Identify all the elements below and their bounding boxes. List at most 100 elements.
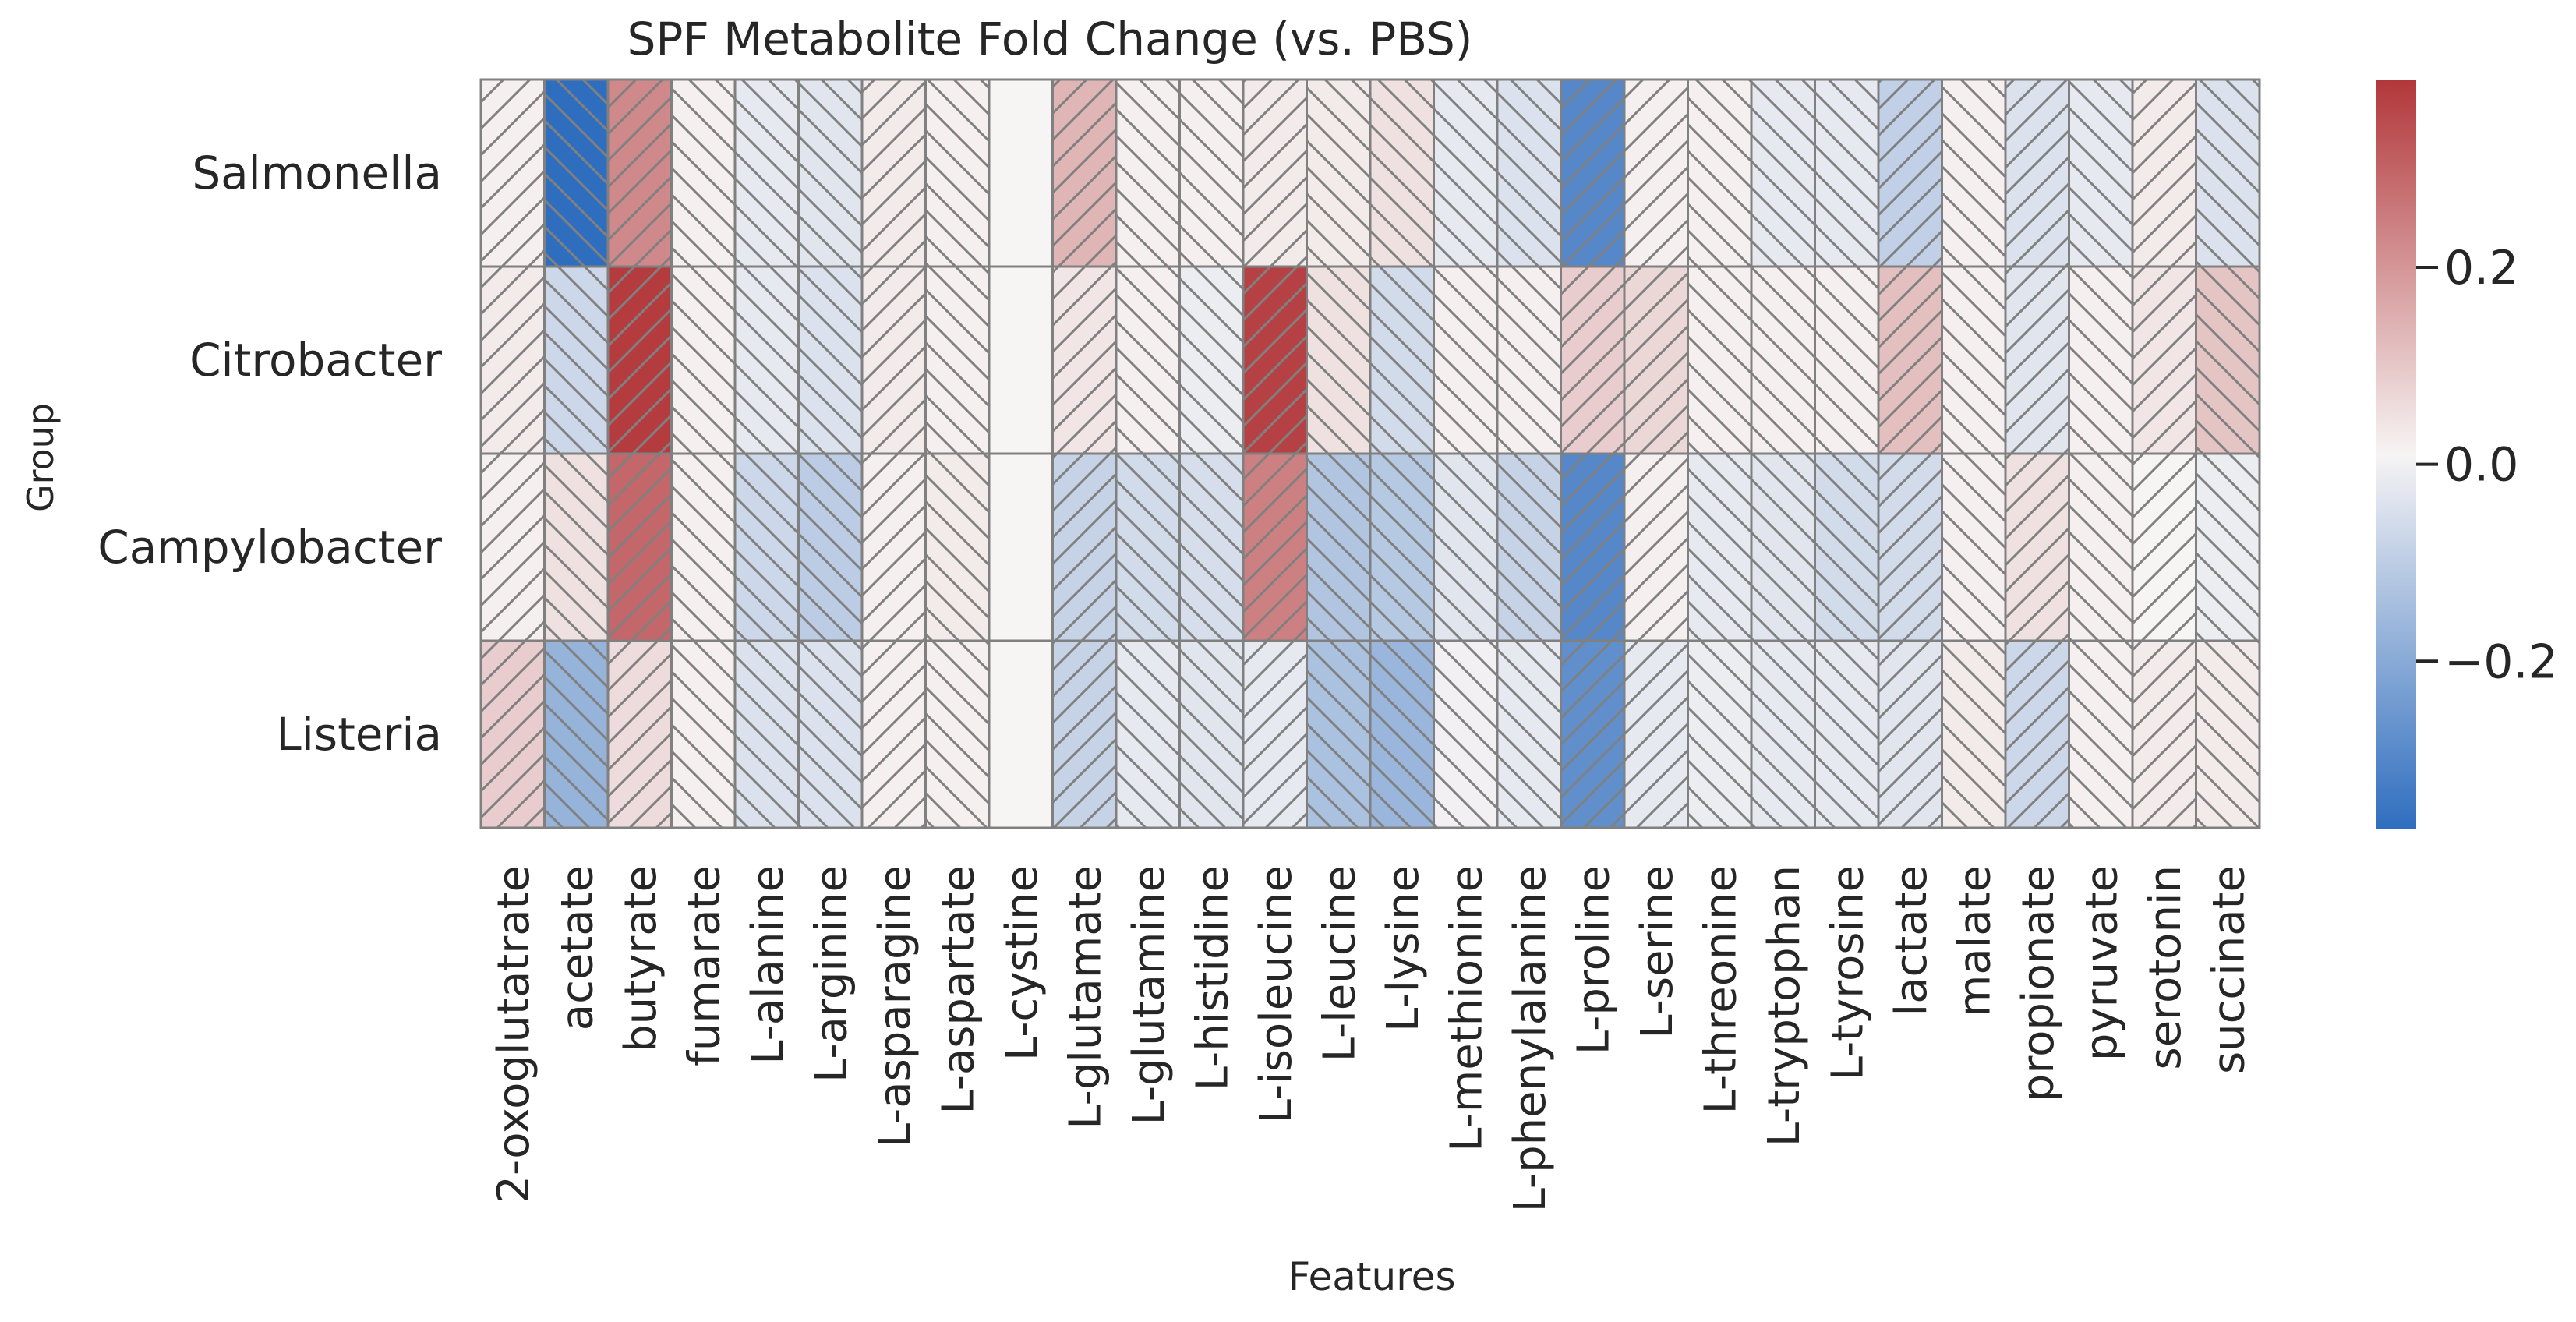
column-label: acetate [552,865,602,1030]
cell-hatch [1815,454,1878,641]
heatmap-cell [1623,452,1689,642]
cell-fill [989,454,1053,641]
cell-hatch [1052,641,1116,828]
heatmap-cell [1814,265,1880,455]
cell-hatch [925,267,989,454]
x-axis-label: Features [1288,1254,1456,1299]
column-label: L-histidine [1187,865,1238,1090]
heatmap-cell [606,452,673,642]
cell-hatch [798,80,862,267]
column-label: L-isoleucine [1251,865,1302,1123]
heatmap-cell [1750,452,1816,642]
cell-hatch [544,641,608,828]
cell-hatch [2005,454,2069,641]
column-label: L-lysine [1378,865,1429,1032]
cell-hatch [481,267,545,454]
cell-hatch [2196,641,2260,828]
heatmap-cell [733,452,800,642]
heatmap-cell [1115,78,1181,268]
column-label: succinate [2203,865,2254,1074]
heatmap-cell [543,639,610,829]
heatmap-cell [1750,78,1816,268]
cell-hatch [1116,80,1180,267]
cell-hatch [1179,267,1243,454]
row-label: Campylobacter [97,521,442,574]
column-label: L-glutamate [1060,865,1111,1129]
heatmap-cell [2068,639,2134,829]
cell-hatch [1497,641,1561,828]
row-labels: Salmonella Citrobacter Campylobacter Lister… [97,147,442,761]
cell-fill [989,641,1053,828]
cell-hatch [1624,80,1688,267]
heatmap-cell [988,265,1054,455]
cell-hatch [1243,454,1307,641]
column-label: L-aspartate [933,865,984,1114]
row-label: Citrobacter [189,334,442,387]
heatmap-cell [670,78,737,268]
cell-hatch [1878,80,1942,267]
cell-hatch [1751,267,1815,454]
heatmap-cell [2004,452,2070,642]
heatmap-cell [670,265,737,455]
cell-hatch [2069,80,2133,267]
cell-hatch [2133,641,2196,828]
cell-hatch [1179,641,1243,828]
heatmap-cell [479,78,546,268]
heatmap-cell [1941,639,2007,829]
column-label: L-tyrosine [1822,865,1873,1080]
column-label: lactate [1886,865,1937,1016]
cell-hatch [608,454,672,641]
column-labels: 2-oxoglutatrate acetate butyrate fumarate L-… [489,865,2255,1212]
heatmap-cell [1306,78,1372,268]
cell-hatch [481,80,545,267]
heatmap-cell [1433,639,1499,829]
cell-hatch [862,454,926,641]
heatmap-cell [1115,452,1181,642]
heatmap-cell [1687,265,1753,455]
heatmap-cell [860,265,927,455]
heatmap-cell [2131,639,2197,829]
cell-hatch [608,80,672,267]
cell-hatch [798,267,862,454]
cell-hatch [1243,80,1307,267]
column-label: L-phenylalanine [1505,865,1556,1212]
column-label: 2-oxoglutatrate [489,865,539,1204]
heatmap-cell [1687,78,1753,268]
heatmap-cell [860,452,927,642]
cell-hatch [1560,454,1624,641]
column-label: serotonin [2140,865,2191,1069]
cell-hatch [671,454,735,641]
cell-hatch [1815,641,1878,828]
heatmap-cell [1877,265,1943,455]
colorbar-tick-label: −0.2 [2444,634,2558,689]
heatmap-cell [1433,452,1499,642]
cell-hatch [798,641,862,828]
heatmap-cell [2068,78,2134,268]
heatmap-cell [1877,639,1943,829]
heatmap-cell [1687,452,1753,642]
heatmap-cell [606,78,673,268]
cell-hatch [1497,80,1561,267]
heatmap-cell [988,452,1054,642]
cell-hatch [1878,267,1942,454]
column-label: L-glutamine [1124,865,1175,1125]
heatmap-cell [1496,265,1562,455]
cell-hatch [1942,80,2005,267]
cell-hatch [1243,641,1307,828]
colorbar-ticks: 0.2 0.0 −0.2 [2416,241,2558,689]
cell-hatch [1243,267,1307,454]
column-label: L-cystine [997,865,1048,1061]
heatmap-cell [543,452,610,642]
cell-hatch [735,267,799,454]
heatmap-cell [2068,452,2134,642]
heatmap-cell [1051,265,1118,455]
heatmap-cell [1623,639,1689,829]
heatmap-cell [1750,639,1816,829]
heatmap-cell [1051,639,1118,829]
heatmap-cell [797,639,864,829]
cell-hatch [1116,454,1180,641]
heatmap-cell [2131,452,2197,642]
cell-hatch [2196,454,2260,641]
heatmap-cell [1433,78,1499,268]
cell-hatch [1560,267,1624,454]
